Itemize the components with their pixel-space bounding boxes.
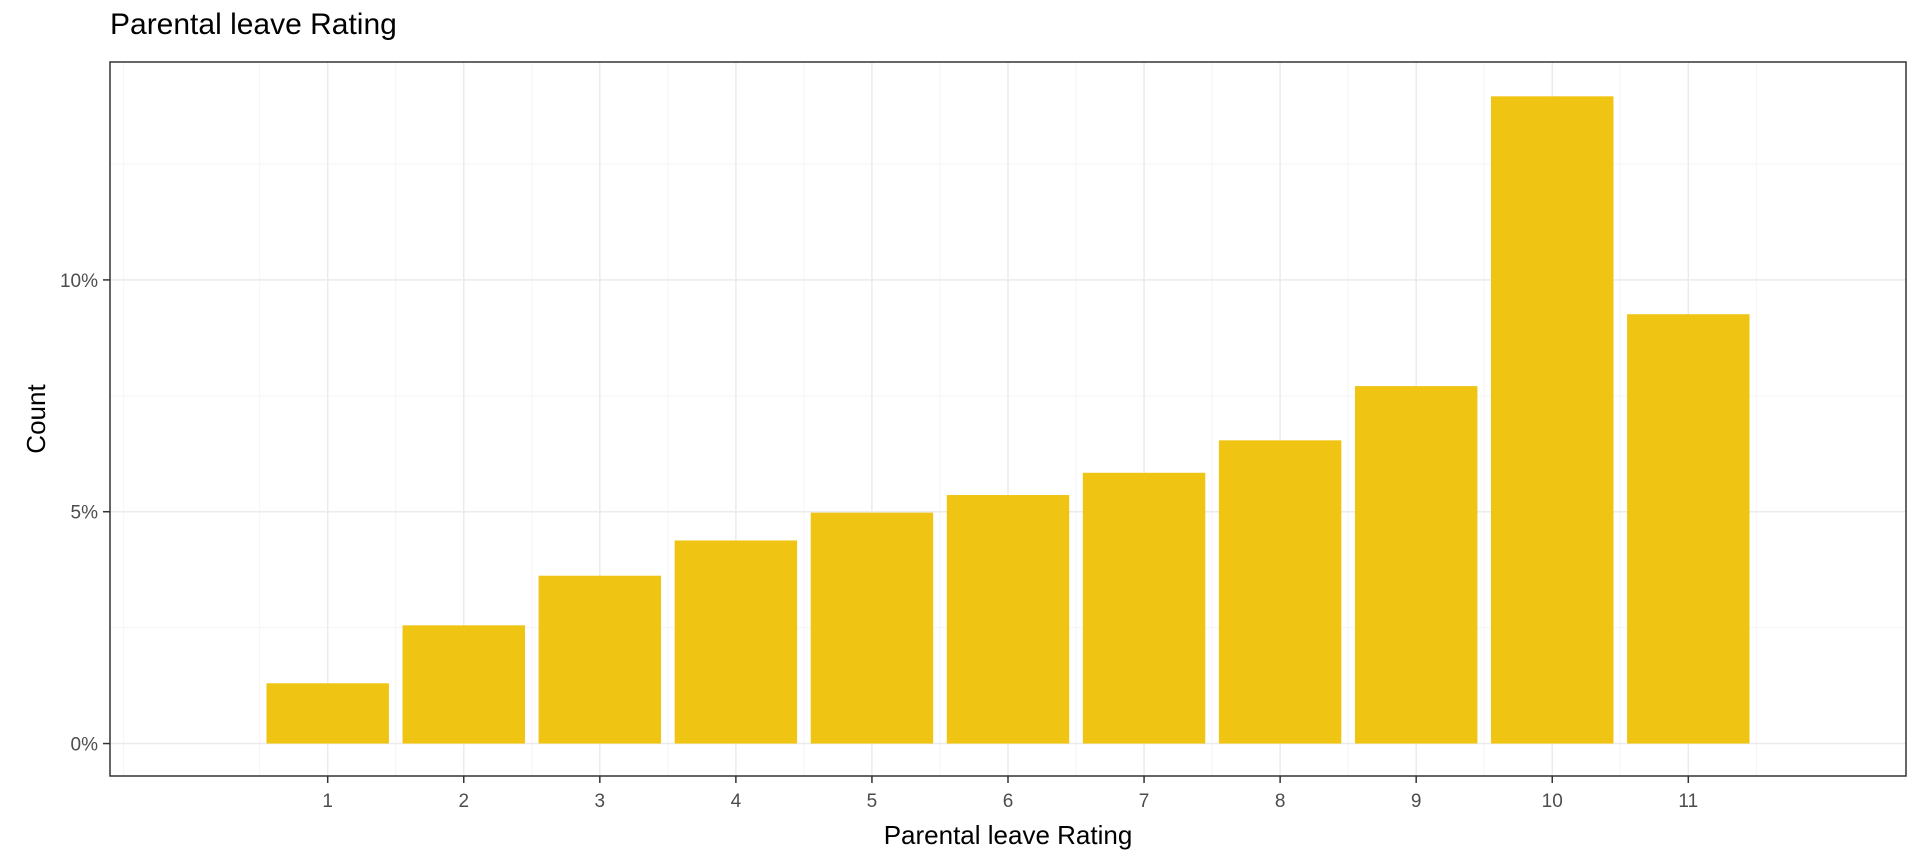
y-axis-ticks: 0% 5% 10%	[60, 271, 110, 756]
bar-1	[266, 683, 389, 744]
bar-7	[1082, 472, 1206, 744]
bar-6	[946, 495, 1070, 744]
x-axis-title: Parental leave Rating	[884, 820, 1133, 850]
bar-4	[674, 540, 798, 744]
y-axis-title: Count	[21, 384, 51, 454]
bar-3	[538, 575, 662, 744]
x-tick-label: 9	[1411, 791, 1422, 812]
x-tick-label: 2	[458, 791, 469, 812]
bar-10	[1491, 96, 1614, 744]
x-axis-ticks: 1 2 3 4 5 6 7 8 9 10 11	[322, 776, 1698, 812]
bar-5	[810, 512, 934, 744]
x-tick-label: 11	[1678, 791, 1698, 812]
bar-9	[1354, 386, 1478, 744]
x-tick-label: 10	[1542, 791, 1563, 812]
y-tick-label: 0%	[71, 735, 99, 756]
x-tick-label: 7	[1139, 791, 1150, 812]
bar-11	[1627, 314, 1750, 744]
bar-2	[402, 625, 525, 744]
y-tick-label: 5%	[71, 503, 99, 524]
chart-title: Parental leave Rating	[110, 8, 397, 41]
bar-8	[1218, 440, 1342, 744]
x-tick-label: 1	[322, 791, 333, 812]
x-tick-label: 3	[595, 791, 606, 812]
x-tick-label: 5	[867, 791, 878, 812]
x-tick-label: 6	[1003, 791, 1014, 812]
y-tick-label: 10%	[60, 271, 98, 292]
bars	[266, 96, 1750, 744]
x-tick-label: 4	[731, 791, 742, 812]
x-tick-label: 8	[1275, 791, 1286, 812]
